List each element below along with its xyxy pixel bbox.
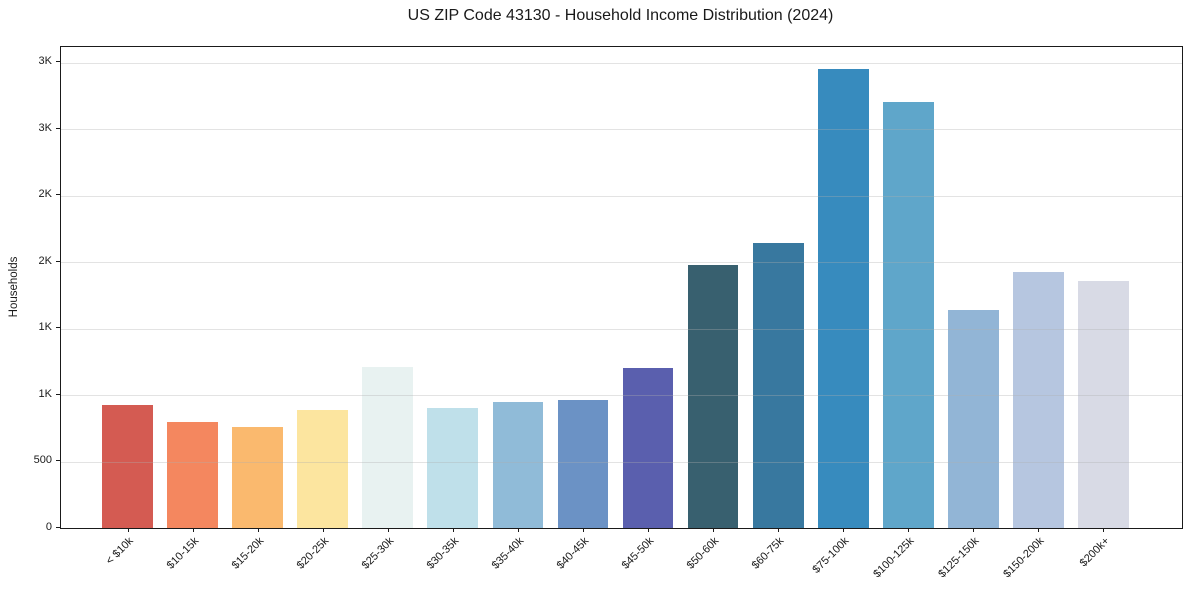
bar — [102, 405, 153, 528]
x-tick-mark — [648, 528, 650, 532]
x-tick-label: $45-50k — [619, 535, 657, 572]
bar — [752, 242, 804, 528]
x-tick-label: $20-25k — [294, 535, 332, 572]
y-tick-label: 500 — [33, 454, 52, 466]
bar-slot: $10-15k — [160, 47, 225, 572]
x-tick-label: $30-35k — [424, 535, 462, 572]
y-tick-label: 1K — [38, 321, 52, 333]
bar — [1013, 272, 1064, 528]
x-tick-label: $35-40k — [489, 535, 527, 572]
x-tick-label: < $10k — [103, 535, 137, 568]
y-tick-mark — [56, 61, 60, 63]
bar — [167, 422, 218, 528]
x-tick-mark — [1038, 528, 1040, 532]
x-tick-mark — [387, 528, 389, 532]
x-tick-label: $50-60k — [684, 535, 722, 572]
x-tick-mark — [713, 528, 715, 532]
bar — [492, 401, 544, 528]
x-tick-mark — [322, 528, 324, 532]
y-tick-mark — [56, 194, 60, 195]
x-tick-label: $15-20k — [229, 535, 267, 572]
bar-slot: $200k+ — [1071, 47, 1136, 569]
y-tick-label: 3K — [38, 55, 52, 68]
chart-title: US ZIP Code 43130 - Household Income Dis… — [407, 7, 834, 24]
y-tick-mark — [56, 526, 60, 528]
y-tick-mark — [56, 460, 60, 461]
y-tick-mark — [56, 327, 60, 328]
y-tick-mark — [56, 260, 60, 262]
bar-slot: $30-35k — [420, 47, 485, 572]
bar-slot: $20-25k — [290, 47, 355, 572]
bar-slot: $60-75k — [746, 47, 811, 572]
y-tick-label: 2K — [38, 188, 52, 200]
bar — [1078, 281, 1129, 528]
bar-slot: < $10k — [95, 47, 160, 567]
bar — [427, 408, 479, 528]
bar-slot: $75-100k — [811, 47, 876, 576]
y-tick-mark — [56, 393, 60, 395]
x-tick-mark — [843, 528, 845, 532]
y-tick-label: 3K — [38, 121, 52, 134]
x-tick-mark — [582, 528, 584, 532]
bar-slot: $50-60k — [681, 47, 746, 572]
bars-layer: < $10k $10-15k $15-20k $20-25k $25-30k $30-35… — [61, 47, 1182, 580]
bar — [622, 368, 674, 528]
x-tick-label: $150-200k — [1001, 535, 1047, 581]
bar — [362, 367, 414, 528]
x-tick-label: $25-30k — [359, 535, 397, 572]
y-tick-label: 2K — [38, 254, 52, 267]
bar — [817, 69, 869, 528]
x-tick-label: $200k+ — [1077, 535, 1112, 570]
y-tick-mark — [56, 127, 60, 129]
x-tick-label: $75-100k — [810, 535, 852, 576]
bar — [297, 410, 349, 528]
x-tick-label: $10-15k — [164, 535, 202, 572]
x-tick-mark — [127, 528, 129, 532]
x-tick-label: $125-150k — [936, 535, 982, 581]
x-tick-mark — [973, 528, 975, 532]
x-tick-label: $60-75k — [750, 535, 787, 572]
x-tick-mark — [452, 528, 454, 532]
x-tick-mark — [192, 528, 194, 532]
plot-area: < $10k $10-15k $15-20k $20-25k $25-30k $30-35… — [60, 46, 1183, 580]
x-tick-mark — [257, 528, 259, 532]
bar-slot: $25-30k — [355, 47, 420, 572]
x-tick-mark — [908, 528, 910, 532]
bar — [947, 309, 999, 528]
bar-slot: $150-200k — [1002, 47, 1071, 580]
y-tick-label: 1K — [38, 387, 52, 400]
x-tick-mark — [778, 528, 780, 532]
x-tick-label: $100-125k — [871, 535, 917, 581]
bar — [687, 265, 739, 528]
bar-slot: $45-50k — [616, 47, 681, 572]
x-tick-mark — [1103, 528, 1105, 532]
bar — [232, 426, 284, 528]
bar — [882, 101, 934, 528]
x-tick-label: $40-45k — [554, 535, 592, 572]
x-tick-mark — [517, 528, 519, 532]
bar-slot: $100-125k — [872, 47, 941, 580]
bar-slot: $35-40k — [485, 47, 550, 572]
bar — [557, 399, 609, 528]
bar-slot: $40-45k — [550, 47, 615, 572]
y-tick-label: 0 — [45, 520, 52, 533]
bar-slot: $15-20k — [225, 47, 290, 572]
bar-slot: $125-150k — [937, 47, 1006, 580]
